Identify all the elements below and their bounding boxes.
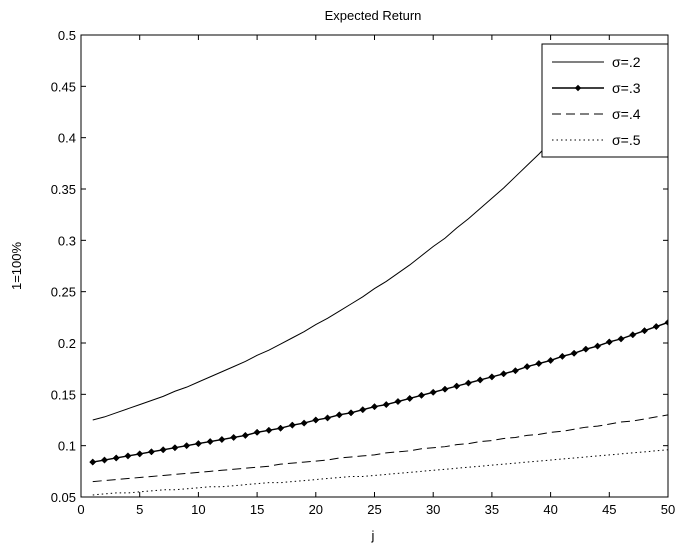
series-2-point: [605, 338, 613, 346]
series-2-point: [429, 388, 437, 396]
legend-entries: σ=.2 σ=.3 σ=.4 σ=.5: [552, 54, 641, 148]
x-tick-label: 45: [602, 502, 616, 517]
series-2-point: [535, 359, 543, 368]
series-2-point: [582, 345, 590, 353]
series-2-point: [640, 327, 649, 335]
series-2-point: [159, 446, 167, 454]
x-tick-label: 10: [191, 502, 205, 517]
series-2-point: [441, 385, 449, 393]
y-tick-label: 0.45: [51, 79, 76, 94]
series-2-point: [511, 367, 519, 375]
series-line-3: [92, 414, 668, 483]
y-tick-label: 0.4: [58, 131, 76, 146]
x-tick-label: 50: [661, 502, 675, 517]
series-2-point: [629, 331, 637, 339]
series-2-point: [594, 342, 602, 350]
x-axis: 0 5 10 15 20 25 30 35 40 45 50: [77, 35, 675, 517]
series-2-point: [335, 411, 343, 419]
y-tick-label: 0.5: [58, 28, 76, 43]
y-tick-label: 0.3: [58, 233, 76, 248]
series-2-point: [347, 409, 355, 417]
series-2-point: [500, 370, 508, 378]
series-2-point: [183, 442, 191, 450]
series-2-point: [570, 349, 578, 357]
series-line-4: [92, 449, 668, 496]
series-2-point: [394, 397, 402, 406]
series-2-point: [476, 376, 484, 384]
series-2-point: [253, 428, 261, 436]
y-axis: 0.05 0.1 0.15 0.2 0.25 0.3 0.35 0.4 0.45 0.5: [51, 28, 668, 505]
series-2-point: [359, 406, 367, 414]
y-tick-label: 0.05: [51, 490, 76, 505]
series-2-point: [488, 373, 496, 381]
series-2-point: [652, 323, 660, 331]
series-2-point: [288, 421, 296, 429]
series-2-point: [194, 440, 202, 448]
series-2-point: [100, 456, 109, 464]
series-2-point: [265, 426, 273, 434]
chart-title: Expected Return: [325, 8, 422, 23]
y-tick-label: 0.15: [51, 387, 76, 402]
series-2-point: [89, 458, 97, 466]
series-2-point: [136, 450, 144, 458]
x-tick-label: 20: [309, 502, 323, 517]
series-2-point: [112, 454, 120, 462]
series-2-point: [453, 382, 461, 390]
legend-marker-2: [574, 84, 582, 92]
y-tick-label: 0.2: [58, 336, 76, 351]
series-2-point: [547, 356, 555, 365]
x-tick-label: 40: [543, 502, 557, 517]
series-layer: [89, 72, 668, 496]
series-2-point: [370, 403, 379, 411]
x-axis-label: j: [371, 528, 375, 543]
series-2-point: [241, 431, 249, 439]
series-2-point: [558, 352, 566, 360]
series-2-point: [323, 414, 332, 422]
series-2-point: [147, 448, 155, 456]
series-2-point: [124, 452, 132, 460]
x-tick-label: 30: [426, 502, 440, 517]
legend: σ=.2 σ=.3 σ=.4 σ=.5: [541, 43, 669, 158]
plot-area: 0 5 10 15 20 25 30 35 40 45 50 0.050.10.150.20.250…: [51, 28, 676, 517]
x-tick-label: 35: [485, 502, 499, 517]
series-2-point: [230, 433, 238, 442]
x-tick-label: 25: [367, 502, 381, 517]
series-2-point: [523, 363, 531, 371]
legend-label-4: σ=.5: [612, 132, 641, 148]
y-axis-label: 1=100%: [9, 242, 24, 291]
series-2-point: [417, 391, 426, 399]
y-tick-label: 0.25: [51, 285, 76, 300]
legend-box: [541, 43, 669, 158]
legend-label-2: σ=.3: [612, 80, 641, 96]
series-2-point: [312, 416, 320, 424]
x-tick-label: 5: [136, 502, 143, 517]
series-2-point: [617, 335, 625, 343]
legend-label-1: σ=.2: [612, 54, 641, 70]
series-2-point: [406, 394, 414, 402]
series-2-point: [382, 401, 390, 409]
y-tick-label: 0.1: [58, 439, 76, 454]
series-2-point: [171, 444, 179, 452]
series-2-point: [464, 379, 472, 387]
series-2-point: [300, 419, 308, 427]
x-tick-label: 15: [250, 502, 264, 517]
series-2-point: [218, 435, 226, 444]
y-tick-label: 0.35: [51, 182, 76, 197]
series-2-point: [206, 438, 214, 446]
x-tick-label: 0: [77, 502, 84, 517]
legend-label-3: σ=.4: [612, 106, 641, 122]
series-2-point: [664, 318, 668, 327]
series-2-point: [277, 424, 285, 432]
